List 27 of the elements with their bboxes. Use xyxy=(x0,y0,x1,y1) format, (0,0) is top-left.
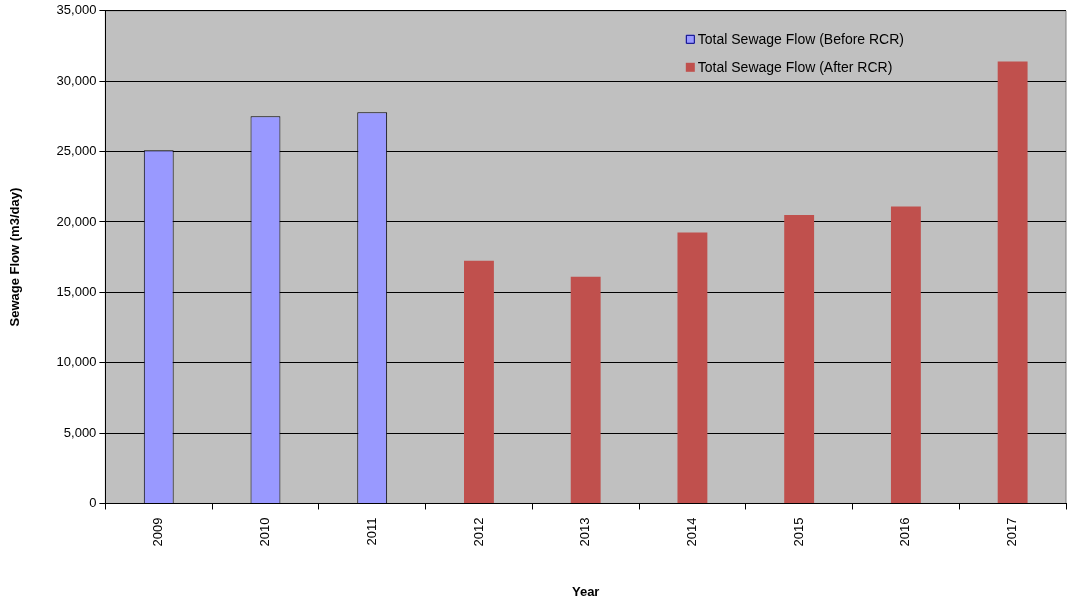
legend-label: Total Sewage Flow (After RCR) xyxy=(697,58,893,75)
legend-label: Total Sewage Flow (Before RCR) xyxy=(697,30,904,47)
x-tick-label: 2009 xyxy=(150,517,166,547)
bar xyxy=(997,61,1028,503)
y-tick-label: 0 xyxy=(89,495,97,511)
x-axis-title: Year xyxy=(571,583,600,599)
x-tick-label: 2017 xyxy=(1004,517,1020,547)
x-tick-label: 2010 xyxy=(257,517,273,547)
y-tick-label: 10,000 xyxy=(56,354,97,370)
y-tick-label: 5,000 xyxy=(63,424,97,440)
bar xyxy=(464,260,494,503)
x-tick-label: 2014 xyxy=(684,517,699,547)
x-tick-label: 2011 xyxy=(363,517,379,546)
y-tick-label: 30,000 xyxy=(56,72,97,88)
x-tick-label: 2013 xyxy=(577,517,593,547)
y-axis-title: Sewage Flow (m3/day) xyxy=(7,187,23,327)
y-tick-label: 25,000 xyxy=(56,143,97,159)
x-tick-label: 2016 xyxy=(897,517,913,547)
y-tick-label: 20,000 xyxy=(56,213,97,229)
bar xyxy=(890,206,921,503)
y-tick-label: 15,000 xyxy=(56,283,97,299)
x-tick-label: 2012 xyxy=(470,517,486,547)
bar xyxy=(784,214,815,503)
x-tick-label: 2015 xyxy=(790,517,806,547)
y-tick-label: 35,000 xyxy=(56,2,97,18)
bar xyxy=(677,232,708,503)
bar xyxy=(570,276,601,503)
